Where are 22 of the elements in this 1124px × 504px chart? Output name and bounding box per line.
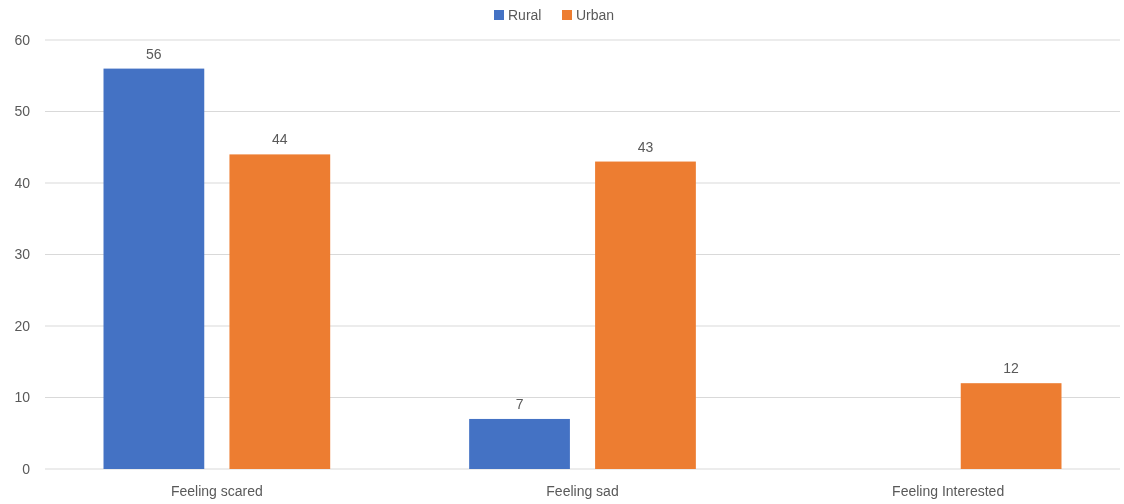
bar <box>229 154 331 469</box>
data-label: 44 <box>272 131 288 148</box>
x-tick-label: Feeling sad <box>546 483 619 499</box>
x-tick-label: Feeling Interested <box>892 483 1005 499</box>
data-label: 12 <box>1003 360 1020 377</box>
data-label: 43 <box>637 138 654 155</box>
bar <box>595 161 696 469</box>
y-tick-label: 20 <box>14 317 31 334</box>
bar <box>469 418 570 469</box>
x-tick-label: Feeling scared <box>170 483 263 499</box>
legend-label: Rural <box>508 6 542 23</box>
bar <box>960 383 1062 469</box>
y-tick-label: 50 <box>14 103 31 120</box>
y-tick-label: 60 <box>14 31 31 48</box>
data-label: 56 <box>146 45 162 62</box>
y-tick-label: 40 <box>14 174 31 191</box>
legend-label: Urban <box>576 6 615 23</box>
bar <box>103 68 205 469</box>
y-tick-label: 30 <box>14 246 31 263</box>
y-tick-label: 10 <box>14 389 31 406</box>
y-tick-label: 0 <box>22 460 31 477</box>
data-label: 7 <box>515 395 524 412</box>
